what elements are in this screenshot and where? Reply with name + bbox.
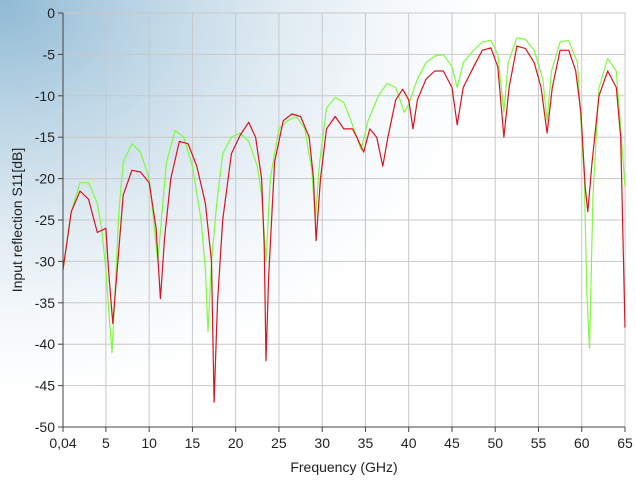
y-axis-title: Input reflection S11[dB]	[9, 148, 25, 293]
x-tick-label: 0,04	[49, 435, 76, 451]
x-tick-label: 65	[617, 435, 633, 451]
y-tick-label: -15	[35, 129, 55, 145]
x-tick-label: 25	[271, 435, 287, 451]
x-tick-label: 5	[102, 435, 110, 451]
x-tick-label: 60	[574, 435, 590, 451]
y-tick-label: -30	[35, 253, 55, 269]
y-tick-label: -45	[35, 378, 55, 394]
y-tick-label: -35	[35, 295, 55, 311]
grid-lines	[63, 12, 626, 427]
y-tick-label: -25	[35, 212, 55, 228]
x-axis-title: Frequency (GHz)	[290, 459, 397, 475]
y-tick-label: -20	[35, 171, 55, 187]
x-tick-label: 15	[185, 435, 201, 451]
x-tick-label: 10	[141, 435, 157, 451]
y-tick-label: -10	[35, 88, 55, 104]
x-tick-label: 50	[487, 435, 503, 451]
series-line-1	[62, 37, 626, 354]
x-tick-label: 55	[531, 435, 547, 451]
y-tick-label: 0	[47, 5, 55, 21]
x-tick-label: 20	[228, 435, 244, 451]
series-line-2	[62, 45, 626, 403]
x-tick-label: 30	[314, 435, 330, 451]
y-tick-label: -5	[43, 46, 56, 62]
y-tick-label: -50	[35, 419, 55, 435]
x-tick-label: 40	[401, 435, 417, 451]
series-lines	[62, 37, 626, 403]
x-tick-label: 45	[444, 435, 460, 451]
tick-labels: 0,04 5 10 15 20 25 30 35 40 45 50 55 60 65 0 -5 -10 -15 -2…	[35, 5, 633, 451]
y-tick-label: -40	[35, 336, 55, 352]
x-tick-label: 35	[358, 435, 374, 451]
